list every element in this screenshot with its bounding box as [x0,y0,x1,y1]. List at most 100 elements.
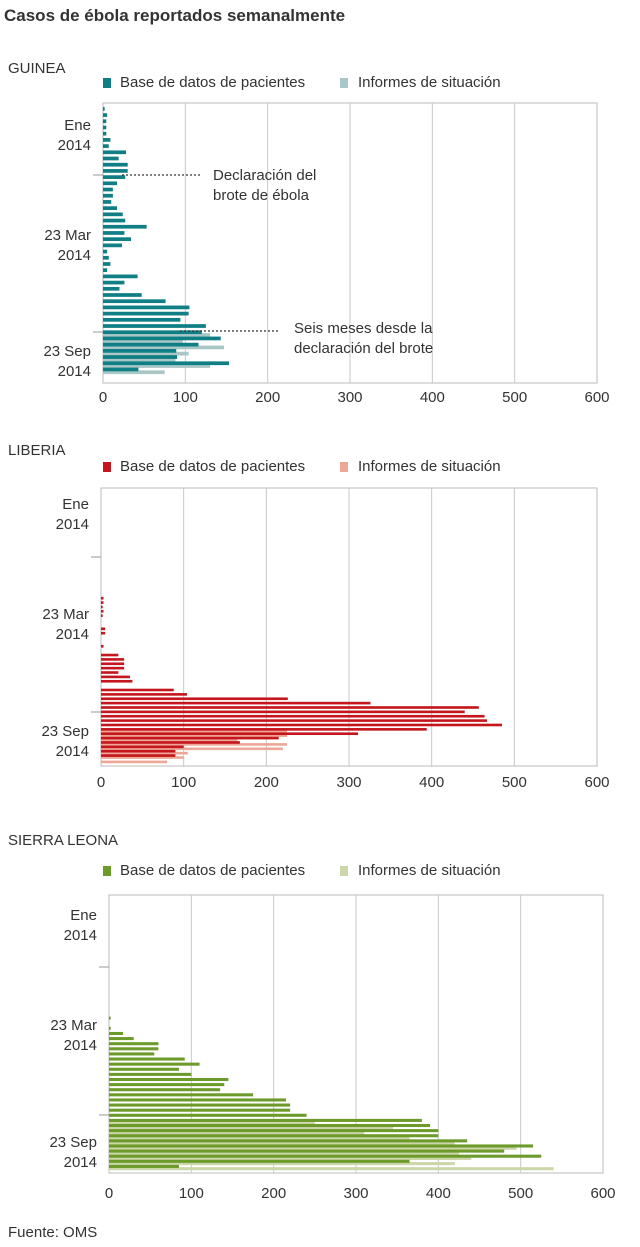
bar-patients [101,688,174,692]
y-label-line2: 2014 [56,626,89,643]
y-label-line1: 23 Mar [44,227,91,244]
bar-reports [101,747,283,751]
bar-patients [109,1129,439,1133]
bar-patients [109,1118,422,1122]
bar-patients [103,268,108,273]
y-label-line1: Ene [70,907,97,924]
bar-reports [103,339,183,344]
bar-patients [103,131,107,136]
bar-patients [101,736,279,740]
bar-patients [103,355,178,359]
x-tick-label: 0 [97,774,105,791]
x-tick-label: 200 [261,1185,286,1202]
legend-swatch-patients [103,866,111,876]
y-label-line2: 2014 [58,247,91,264]
bar-patients [109,1072,192,1076]
bar-reports [101,751,188,755]
bar-patients [103,156,119,161]
bar-patients [101,714,485,718]
legend-swatch-patients [103,78,111,88]
legend-label-reports: Informes de situación [358,458,501,475]
y-label-line2: 2014 [64,1037,97,1054]
x-tick-label: 300 [337,389,362,406]
bar-reports [101,756,184,759]
bar-patients [101,706,479,709]
x-tick-label: 100 [179,1185,204,1202]
bar-patients [101,662,125,666]
bar-patients [103,336,221,341]
y-label-line1: 23 Sep [49,1134,97,1151]
bar-patients [109,1057,185,1061]
bar-reports [103,357,176,362]
bar-patients [109,1037,134,1041]
bar-reports [101,738,238,742]
annotation-text: Declaración del [213,167,316,184]
bar-reports [101,734,287,737]
bar-patients [109,1077,229,1082]
bar-patients [101,679,133,683]
bar-patients [109,1093,254,1097]
x-tick-label: 500 [508,1185,533,1202]
x-tick-label: 400 [426,1185,451,1202]
page-title: Casos de ébola reportados semanalmente [4,6,346,25]
bar-reports [103,345,225,350]
bar-patients [103,280,125,285]
bar-patients [101,653,119,657]
bar-patients [103,299,166,304]
country-title: GUINEA [8,60,66,77]
bar-patients [103,193,113,198]
x-tick-label: 600 [584,389,609,406]
x-tick-label: 300 [336,774,361,791]
bar-patients [109,1031,123,1036]
bar-patients [109,1103,291,1107]
bar-patients [103,324,206,328]
bar-patients [103,311,189,316]
bar-reports [109,1146,517,1150]
bar-patients [101,741,240,744]
bar-patients [101,596,104,600]
bar-patients [109,1164,179,1168]
bar-patients [109,1067,179,1071]
bar-patients [101,754,176,757]
y-label-line1: Ene [64,117,91,134]
bar-patients [101,631,106,635]
x-tick-label: 600 [590,1185,615,1202]
x-tick-label: 500 [502,389,527,406]
bar-patients [109,1016,111,1020]
bar-reports [109,1151,459,1155]
chart-liberia: LIBERIA Base de datos de pacientes Informe… [8,442,610,791]
bar-patients [101,601,104,604]
bar-patients [103,274,138,279]
bar-patients [109,1108,291,1112]
bar-patients [103,224,147,229]
bar-patients [109,1047,159,1051]
source-note: Fuente: OMS [8,1224,98,1241]
country-title: SIERRA LEONA [8,832,118,849]
bar-reports [101,729,287,733]
annotation-text: brote de ébola [213,187,310,204]
bar-patients [101,610,104,613]
bar-patients [101,745,184,749]
bar-reports [101,760,168,764]
bar-patients [103,262,111,266]
bar-patients [109,1139,468,1143]
y-label-line2: 2014 [58,363,91,380]
bar-patients [103,330,202,335]
x-tick-label: 100 [171,774,196,791]
bar-patients [101,728,427,731]
y-label-line2: 2014 [56,743,89,760]
bar-patients [103,206,117,210]
bar-patients [103,113,108,117]
country-title: LIBERIA [8,442,66,459]
bar-patients [103,249,108,254]
bar-patients [101,666,125,670]
bar-patients [109,1026,111,1030]
bar-patients [101,719,488,722]
bar-patients [101,697,288,701]
bar-reports [109,1126,394,1130]
bar-patients [101,701,371,705]
bar-patients [103,243,122,248]
bar-reports [103,333,211,337]
bar-patients [103,125,107,130]
